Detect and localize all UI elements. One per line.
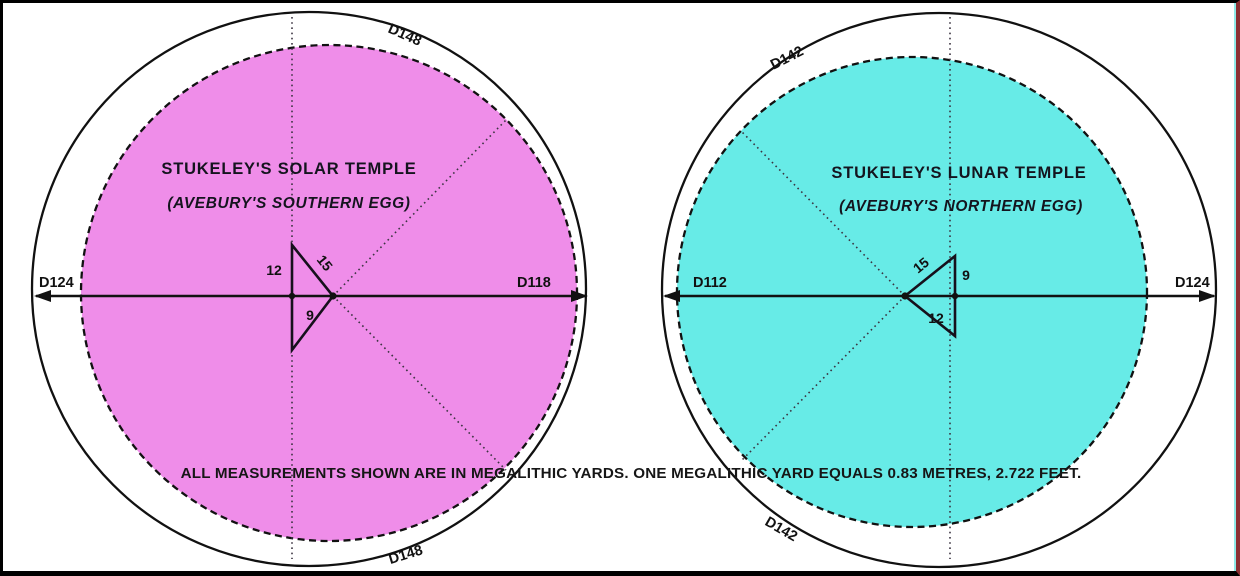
lunar-diagonal-lower-dotted-line — [740, 295, 906, 462]
avebury-temples-diagram: 12 15 9 D124 D118 D148 D148 STUKELEY'S S… — [30, 10, 1218, 569]
lunar-vertical-leg-label: 9 — [962, 267, 970, 283]
solar-title: STUKELEY'S SOLAR TEMPLE — [161, 160, 416, 178]
solar-right-diameter-label: D118 — [517, 275, 551, 291]
lunar-center-dot — [951, 292, 959, 300]
solar-top-arc-label: D148 — [386, 21, 424, 50]
units-caption: ALL MEASUREMENTS SHOWN ARE IN MEGALITHIC… — [181, 465, 1082, 482]
lunar-horizontal-leg-label: 12 — [928, 310, 944, 326]
lunar-outer-circle — [660, 11, 1218, 569]
solar-temple-panel: 12 15 9 D124 D118 D148 D148 STUKELEY'S S… — [30, 10, 588, 568]
lunar-temple-panel: 9 15 12 D112 D124 D142 D142 STUKELEY'S L… — [660, 11, 1218, 569]
solar-bottom-arc-label: D148 — [387, 542, 425, 567]
solar-left-diameter-label: D124 — [39, 275, 74, 291]
lunar-apex-dot — [901, 292, 909, 300]
right-edge-accent-line — [1234, 3, 1236, 571]
solar-center-dot — [288, 292, 296, 300]
lunar-subtitle: (AVEBURY'S NORTHERN EGG) — [839, 198, 1083, 215]
solar-vertical-leg-label: 12 — [266, 262, 282, 278]
lunar-diagonal-upper-dotted-line — [740, 130, 906, 297]
lunar-left-diameter-label: D112 — [693, 275, 727, 291]
solar-apex-dot — [329, 292, 337, 300]
lunar-top-arc-label: D142 — [768, 43, 806, 73]
lunar-title: STUKELEY'S LUNAR TEMPLE — [831, 164, 1086, 182]
solar-subtitle: (AVEBURY'S SOUTHERN EGG) — [167, 195, 410, 212]
solar-horizontal-leg-label: 9 — [306, 307, 314, 323]
lunar-right-diameter-label: D124 — [1175, 275, 1210, 291]
solar-outer-circle — [30, 10, 588, 568]
